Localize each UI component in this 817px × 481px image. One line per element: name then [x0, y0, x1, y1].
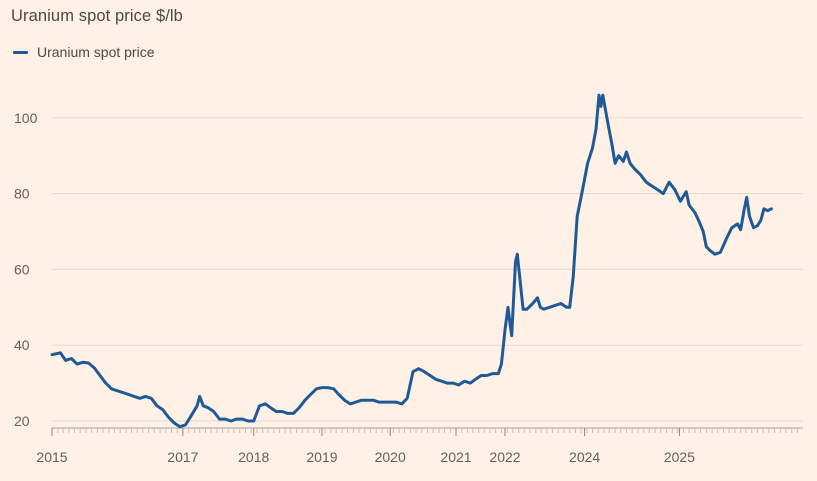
chart-title: Uranium spot price $/lb: [11, 7, 183, 25]
x-tick-label-2015: 2015: [36, 449, 67, 465]
x-tick-label-2018: 2018: [238, 449, 269, 465]
legend-swatch-uranium: [13, 50, 28, 54]
x-tick-label-2024: 2024: [569, 449, 600, 465]
series-line-uranium-spot-price: [50, 93, 773, 429]
x-tick-label-2017: 2017: [167, 449, 198, 465]
y-tick-label-60: 60: [14, 261, 30, 277]
x-tick-label-2025: 2025: [664, 449, 695, 465]
legend: Uranium spot price: [13, 44, 155, 60]
y-tick-label-100: 100: [14, 110, 38, 126]
x-tick-label-2019: 2019: [306, 449, 337, 465]
legend-label-uranium: Uranium spot price: [37, 44, 155, 60]
y-tick-label-80: 80: [14, 186, 30, 202]
x-tick-label-2020: 2020: [375, 449, 406, 465]
x-tick-label-2021: 2021: [440, 449, 471, 465]
x-tick-label-2022: 2022: [489, 449, 520, 465]
y-tick-label-20: 20: [14, 413, 30, 429]
y-tick-label-40: 40: [14, 337, 30, 353]
